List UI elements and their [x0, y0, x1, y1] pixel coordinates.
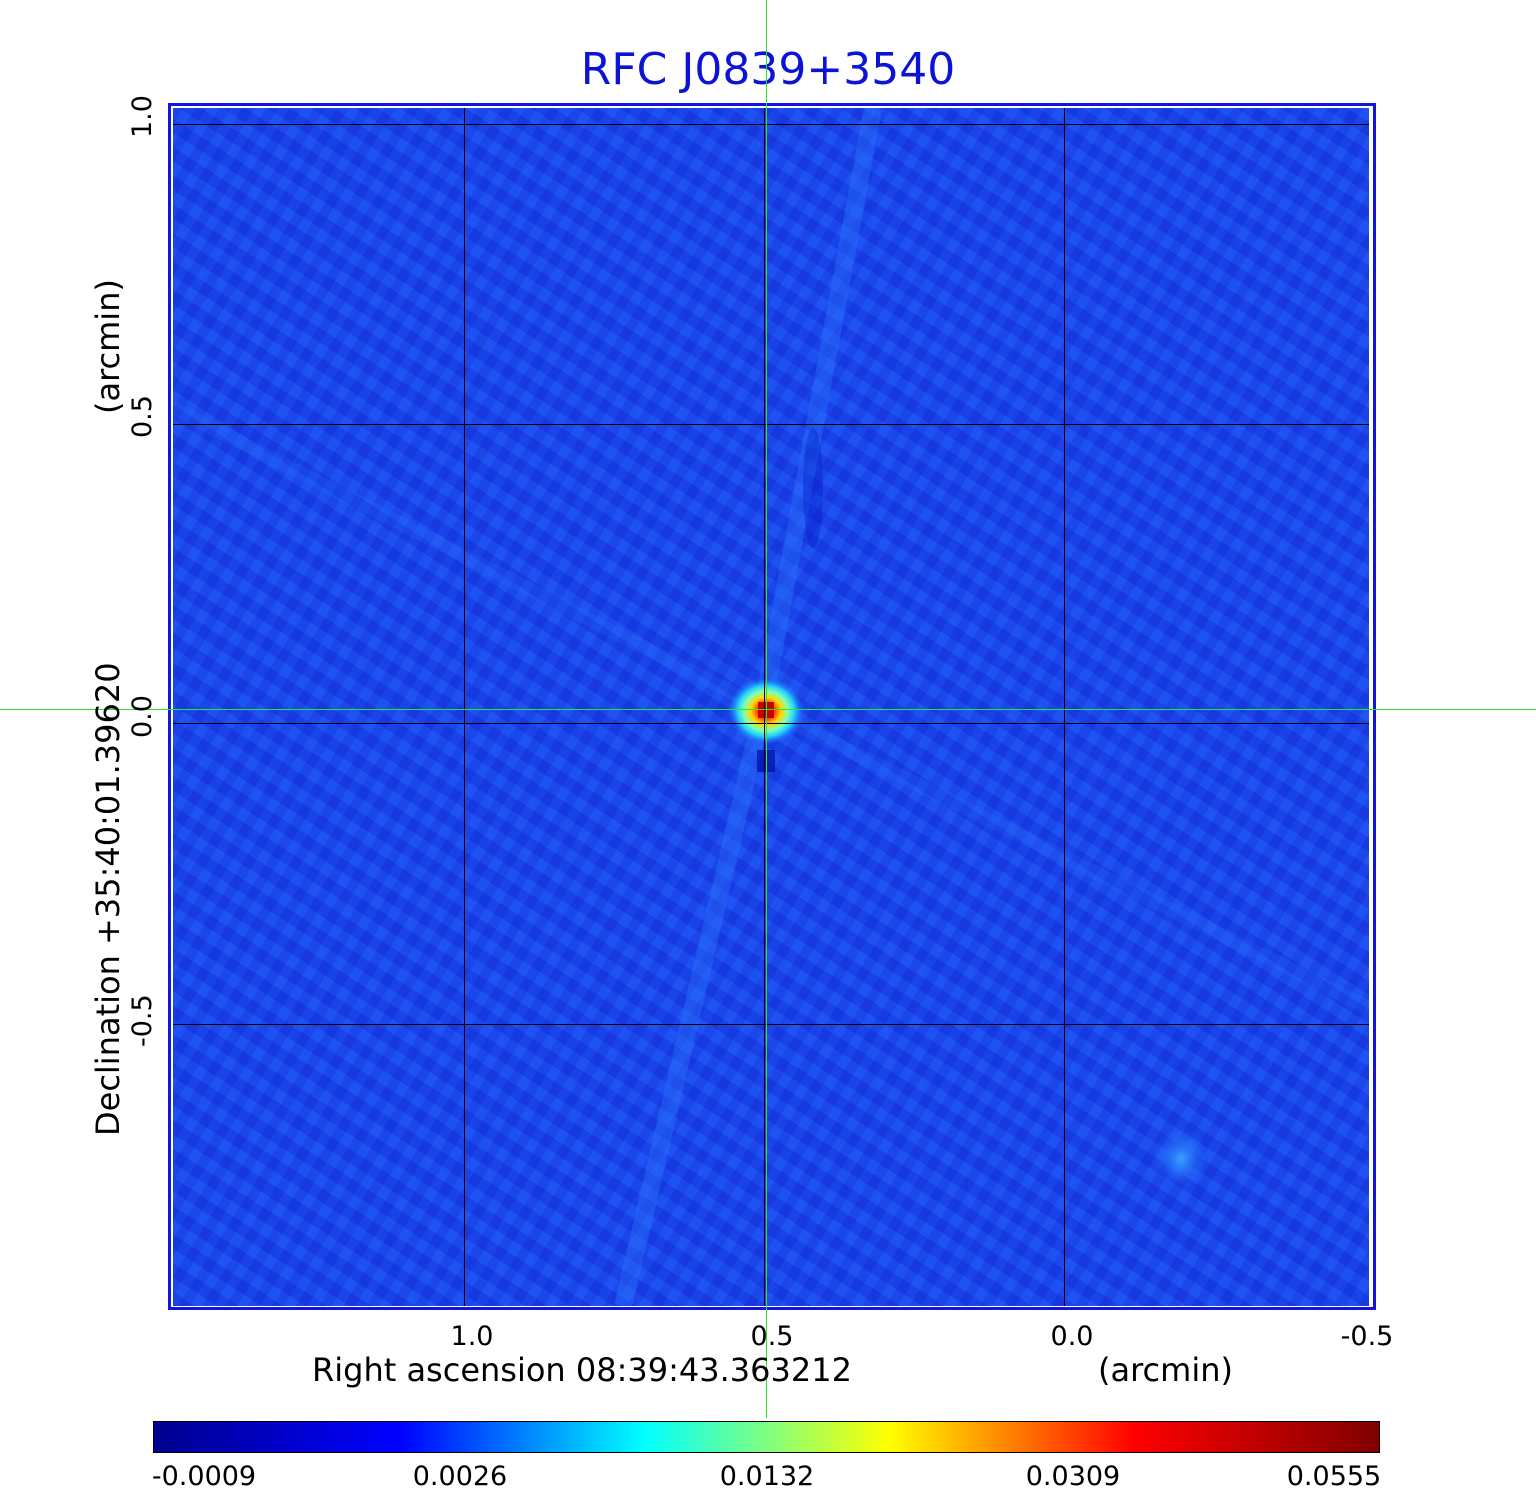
y-tick-label: 0.5 [127, 395, 158, 438]
x-tick-label: 1.0 [450, 1321, 494, 1352]
x-axis-unit: (arcmin) [1098, 1351, 1233, 1389]
y-tick-label: 1.0 [127, 95, 158, 138]
grid-line-x-0.5 [764, 108, 765, 1306]
grid-line-x-1.0 [464, 108, 465, 1306]
grid-line-y-0.0 [173, 723, 1369, 724]
sidelobe-streak-left [173, 401, 767, 715]
colorbar [153, 1421, 1380, 1453]
y-tick-label: -0.5 [127, 994, 158, 1047]
grid-line-y-1.0 [173, 124, 1369, 125]
image-features [173, 108, 1369, 1306]
x-axis-label: Right ascension 08:39:43.363212 [312, 1351, 852, 1389]
colorbar-tick-label: 0.0555 [1286, 1461, 1382, 1492]
colorbar-tick-label: -0.0009 [151, 1461, 257, 1492]
dark-lobe [803, 428, 823, 548]
x-tick-label: 0.5 [750, 1321, 794, 1352]
crosshair-horizontal [0, 709, 1536, 710]
sidelobe-streak-right [759, 701, 1369, 1015]
x-tick-label: -0.5 [1340, 1321, 1394, 1352]
sidelobe-streak-lower [614, 705, 772, 1306]
y-tick-label: 0.0 [127, 695, 158, 738]
radio-image[interactable] [173, 108, 1369, 1306]
colorbar-tick-label: 0.0309 [1025, 1461, 1121, 1492]
grid-line-y-0.5 [173, 424, 1369, 425]
colorbar-tick-label: 0.0026 [412, 1461, 508, 1492]
faint-source [1153, 1128, 1209, 1188]
grid-line-y--0.5 [173, 1024, 1369, 1025]
y-axis-label: Declination +35:40:01.39620 [89, 662, 127, 1136]
sidelobe-streak-upper [754, 108, 882, 710]
y-axis-unit: (arcmin) [89, 279, 127, 414]
x-tick-label: 0.0 [1050, 1321, 1094, 1352]
colorbar-tick-label: 0.0132 [719, 1461, 815, 1492]
grid-line-x-0.0 [1064, 108, 1065, 1306]
image-title: RFC J0839+3540 [580, 44, 956, 95]
